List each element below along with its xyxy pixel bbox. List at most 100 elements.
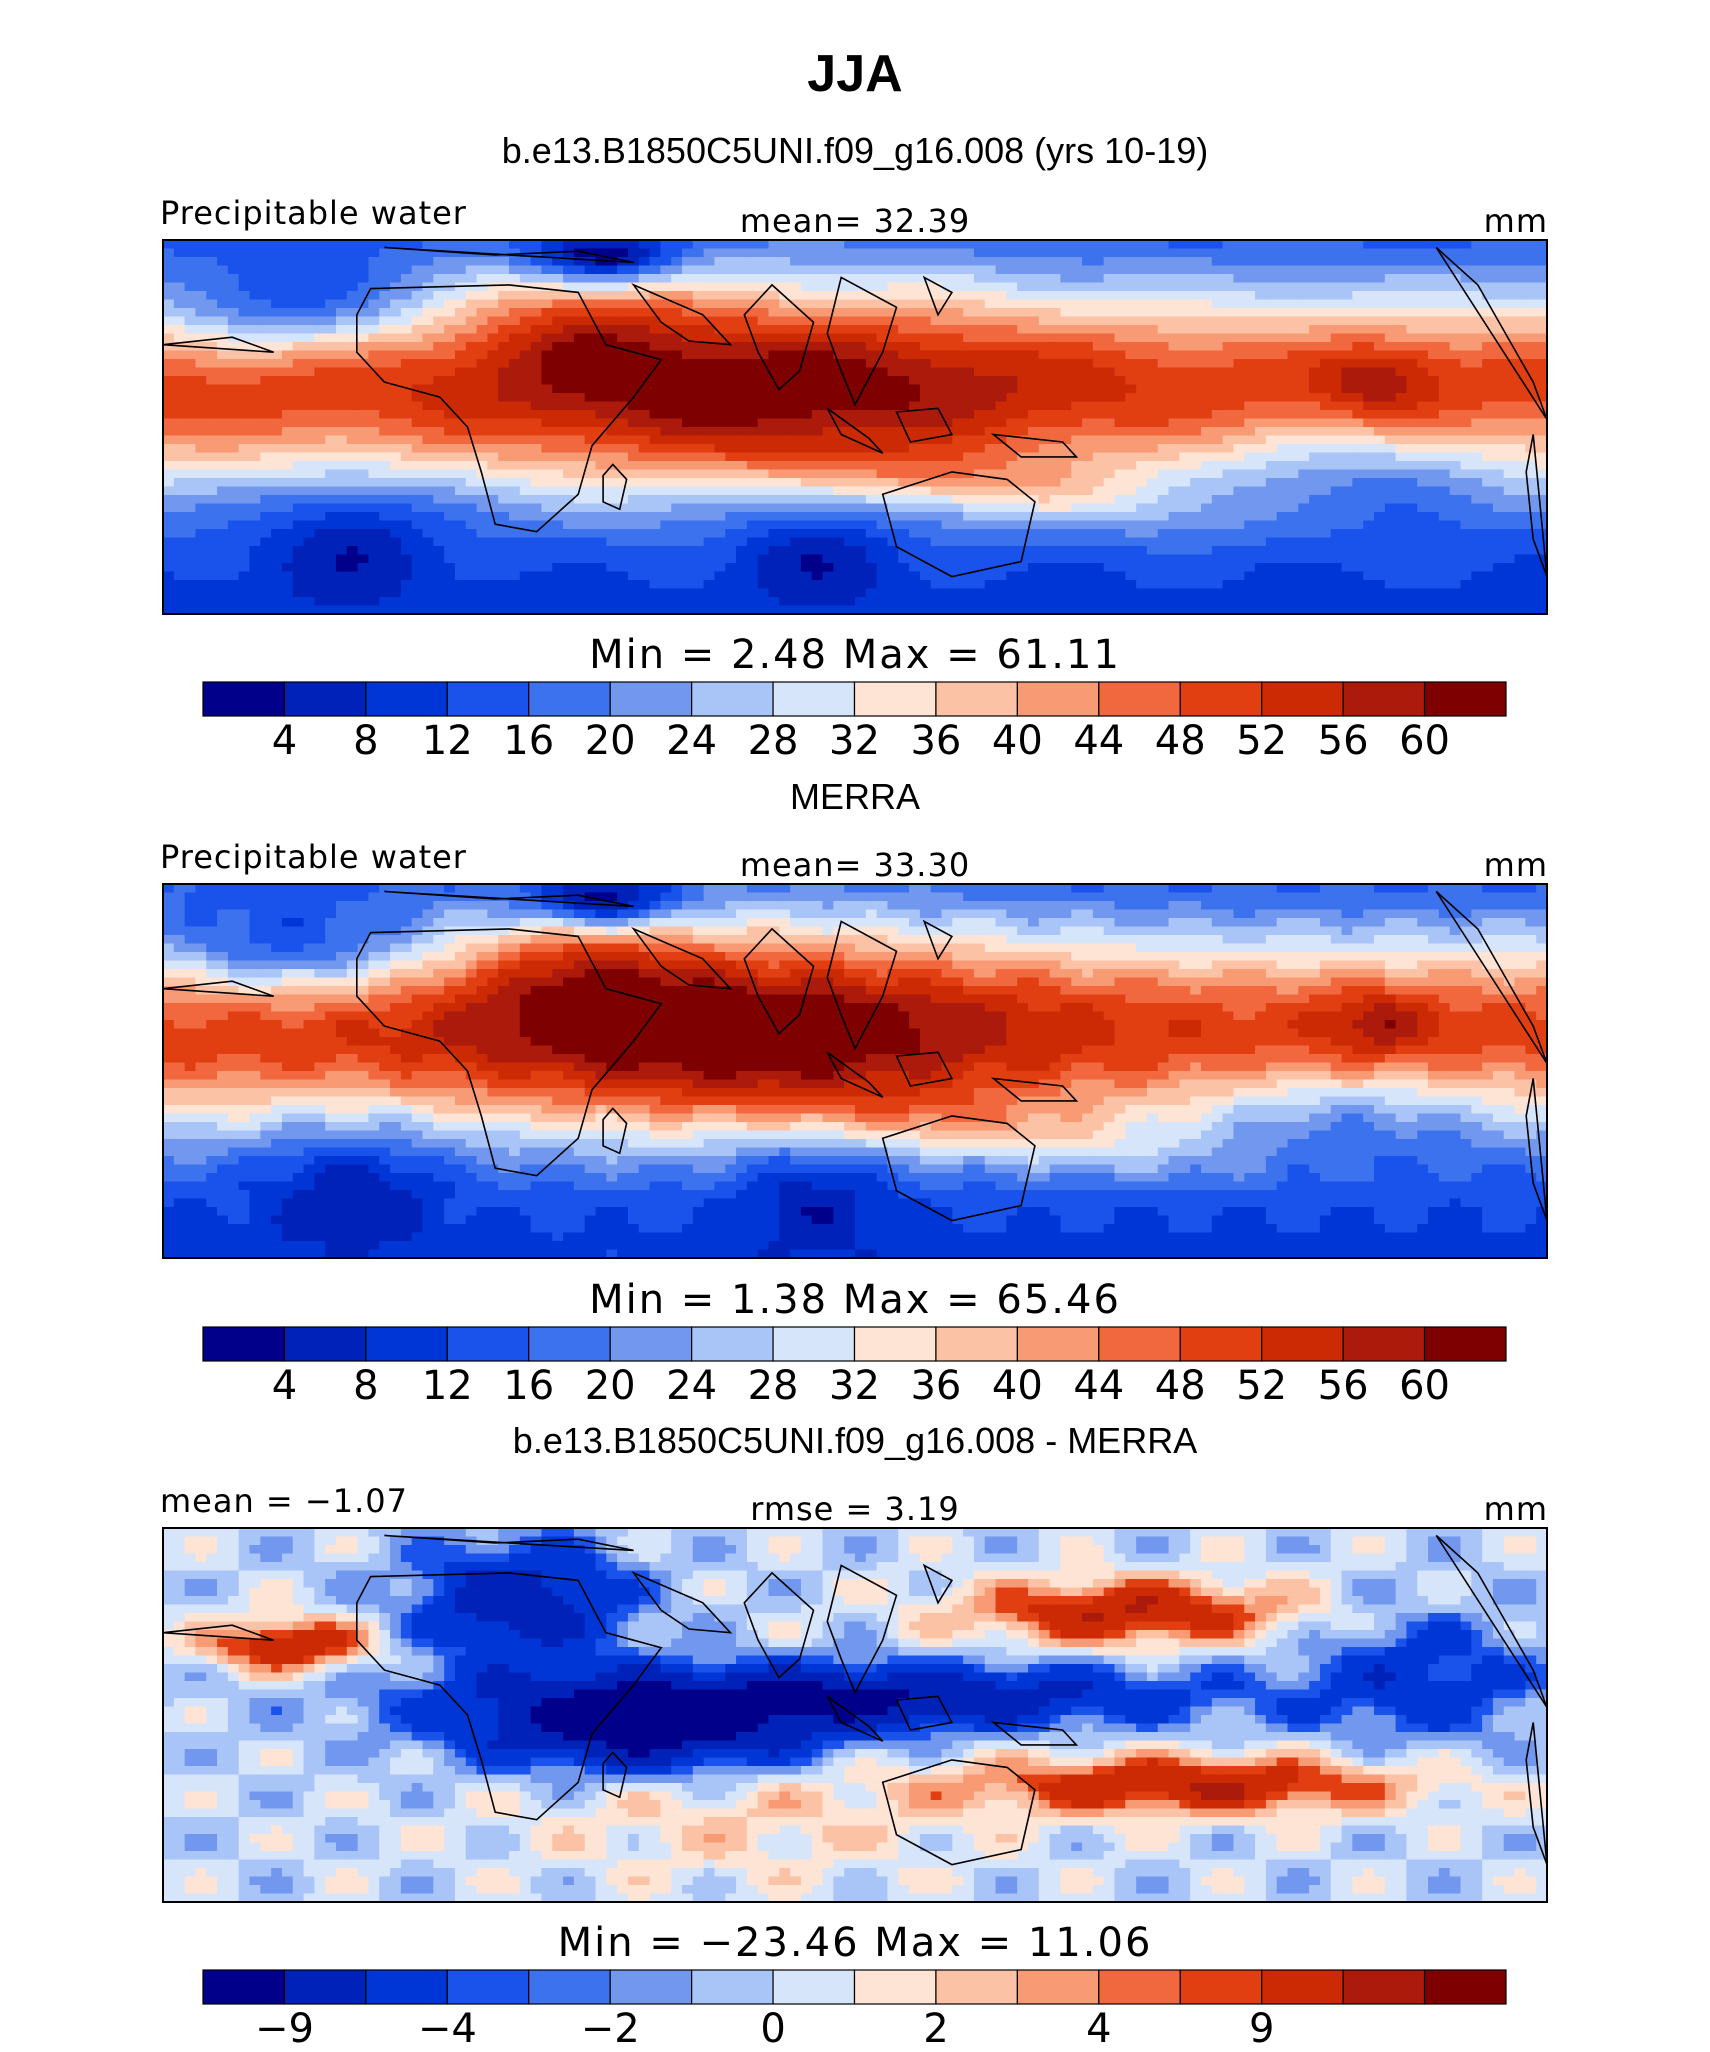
field-cell: [422, 359, 434, 369]
field-cell: [1428, 350, 1440, 360]
field-cell: [1503, 299, 1516, 309]
field-cell: [876, 520, 889, 530]
field-cell: [433, 418, 445, 428]
field-cell: [336, 367, 348, 377]
field-cell: [346, 299, 359, 309]
field-cell: [1060, 248, 1072, 258]
field-cell: [227, 554, 240, 564]
field-cell: [1038, 427, 1051, 437]
field-cell: [736, 274, 748, 284]
field-cell: [584, 410, 597, 420]
field-cell: [573, 299, 586, 309]
field-cell: [692, 435, 705, 445]
field-cell: [941, 495, 953, 505]
field-cell: [303, 299, 315, 309]
field-cell: [1341, 452, 1353, 462]
field-cell: [984, 376, 997, 386]
field-cell: [1028, 401, 1040, 411]
field-cell: [1525, 435, 1537, 445]
field-cell: [1352, 478, 1364, 488]
field-cell: [1265, 274, 1278, 284]
field-cell: [779, 554, 791, 564]
field-cell: [811, 274, 824, 284]
field-cell: [1146, 503, 1159, 513]
field-cell: [1006, 444, 1018, 454]
field-cell: [433, 350, 445, 360]
field-cell: [1374, 333, 1386, 343]
field-cell: [714, 384, 726, 394]
field-cell: [714, 393, 726, 403]
field-cell: [638, 401, 651, 411]
field-cell: [325, 418, 337, 428]
field-cell: [1330, 299, 1343, 309]
field-cell: [1428, 563, 1440, 573]
field-cell: [725, 291, 737, 301]
field-cell: [163, 299, 175, 309]
field-cell: [444, 410, 456, 420]
field-cell: [1287, 316, 1299, 326]
field-cell: [498, 452, 510, 462]
field-cell: [1482, 529, 1494, 539]
field-cell: [271, 512, 283, 522]
field-cell: [995, 367, 1007, 377]
field-cell: [984, 367, 997, 377]
field-cell: [909, 333, 921, 343]
field-cell: [1006, 240, 1018, 250]
field-cell: [573, 367, 586, 377]
field-cell: [281, 376, 294, 386]
field-cell: [1082, 478, 1094, 488]
field-cell: [573, 282, 586, 292]
field-cell: [1374, 512, 1386, 522]
field-cell: [1146, 529, 1159, 539]
field-cell: [1428, 435, 1440, 445]
field-cell: [1060, 240, 1072, 250]
field-cell: [768, 359, 780, 369]
field-cell: [563, 546, 575, 556]
field-cell: [1049, 274, 1062, 284]
field-cell: [1136, 282, 1148, 292]
field-cell: [173, 308, 186, 318]
field-cell: [1028, 461, 1040, 471]
field-cell: [1363, 554, 1375, 564]
field-cell: [995, 308, 1007, 318]
field-cell: [1363, 529, 1375, 539]
field-cell: [519, 291, 532, 301]
field-cell: [1103, 342, 1116, 352]
field-cell: [909, 299, 921, 309]
field-cell: [1125, 469, 1137, 479]
field-cell: [941, 333, 953, 343]
field-cell: [1309, 520, 1321, 530]
field-cell: [617, 444, 629, 454]
field-cell: [1125, 427, 1137, 437]
field-cell: [606, 435, 618, 445]
field-cell: [941, 427, 953, 437]
field-cell: [1255, 503, 1267, 513]
field-cell: [379, 274, 391, 284]
field-cell: [714, 444, 726, 454]
field-cell: [1071, 478, 1083, 488]
field-cell: [1319, 325, 1332, 335]
field-cell: [1201, 469, 1213, 479]
field-cell: [1168, 299, 1180, 309]
field-cell: [1363, 495, 1375, 505]
field-cell: [217, 308, 229, 318]
field-cell: [1503, 554, 1516, 564]
field-cell: [1265, 486, 1278, 496]
field-cell: [227, 435, 240, 445]
field-cell: [1222, 461, 1235, 471]
field-cell: [454, 529, 467, 539]
field-cell: [336, 537, 348, 547]
field-cell: [844, 359, 856, 369]
field-cell: [779, 537, 791, 547]
field-cell: [627, 554, 640, 564]
field-cell: [952, 384, 964, 394]
field-cell: [1374, 376, 1386, 386]
field-cell: [1179, 537, 1191, 547]
field-cell: [963, 537, 975, 547]
field-cell: [930, 299, 943, 309]
field-cell: [736, 376, 748, 386]
field-cell: [1222, 367, 1235, 377]
field-cell: [271, 308, 283, 318]
field-cell: [638, 529, 651, 539]
field-cell: [400, 546, 413, 556]
